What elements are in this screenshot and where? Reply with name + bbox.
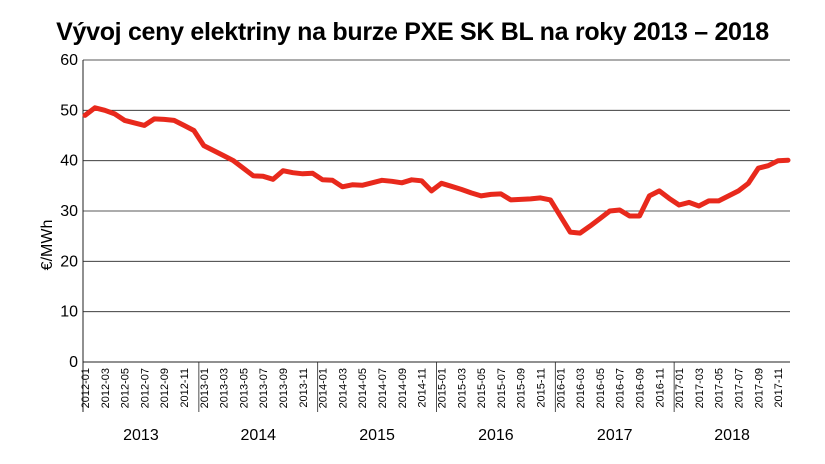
x-tick-label: 2013-05 (238, 368, 250, 408)
x-tick-label: 2015-11 (535, 368, 547, 408)
x-tick-label: 2017-09 (753, 368, 765, 408)
year-label: 2018 (714, 427, 750, 444)
x-tick-label: 2015-05 (476, 368, 488, 408)
x-tick-label: 2014-11 (417, 368, 429, 408)
y-tick-label: 40 (60, 153, 78, 170)
x-tick-label: 2017-07 (733, 368, 745, 408)
y-tick-label: 0 (69, 354, 78, 371)
x-tick-label: 2017-05 (714, 368, 726, 408)
y-axis-ticks: 0 10 20 30 40 50 60 (60, 52, 78, 371)
x-tick-label: 2013-07 (258, 368, 270, 408)
x-tick-label: 2012-09 (159, 368, 171, 408)
y-tick-label: 50 (60, 102, 78, 119)
x-tick-label: 2012-01 (80, 368, 92, 408)
x-tick-label: 2013-03 (219, 368, 231, 408)
x-tick-label: 2017-11 (773, 368, 785, 408)
x-tick-label: 2014-03 (337, 368, 349, 408)
x-tick-label: 2012-03 (100, 368, 112, 408)
x-tick-label: 2015-09 (516, 368, 528, 408)
series-layer (82, 105, 791, 236)
x-tick-label: 2016-09 (634, 368, 646, 408)
grid-lines (83, 59, 790, 363)
series-line (82, 105, 791, 236)
y-tick-label: 60 (60, 52, 78, 69)
x-tick-label: 2012-11 (179, 368, 191, 408)
x-tick-label: 2013-01 (199, 368, 211, 408)
x-tick-label: 2015-01 (436, 368, 448, 408)
x-tick-label: 2012-07 (139, 368, 151, 408)
x-tick-label: 2014-07 (377, 368, 389, 408)
year-label: 2015 (359, 427, 395, 444)
x-tick-label: 2014-09 (397, 368, 409, 408)
x-tick-label: 2013-09 (278, 368, 290, 408)
x-tick-label: 2015-03 (456, 368, 468, 408)
x-tick-label: 2017-01 (674, 368, 686, 408)
chart-title: Vývoj ceny elektriny na burze PXE SK BL … (56, 18, 769, 46)
x-tick-label: 2016-03 (575, 368, 587, 408)
y-tick-label: 20 (60, 253, 78, 270)
x-tick-label: 2013-11 (298, 368, 310, 408)
x-axis-ticks: 2012-01 2012-03 2012-05 2012-07 2012-09 2012-… (80, 368, 785, 408)
x-tick-label: 2014-01 (318, 368, 330, 408)
x-tick-label: 2012-05 (120, 368, 132, 408)
axes (82, 60, 790, 412)
x-tick-label: 2016-05 (595, 368, 607, 408)
y-tick-label: 10 (60, 304, 78, 321)
x-tick-label: 2016-07 (615, 368, 627, 408)
x-tick-label: 2016-11 (654, 368, 666, 408)
y-axis-label: €/MWh (39, 220, 56, 271)
year-label: 2016 (478, 427, 514, 444)
year-label: 2014 (240, 427, 276, 444)
x-tick-label: 2015-07 (496, 368, 508, 408)
year-group-labels: 2013 2014 2015 2016 2017 2018 (123, 362, 750, 444)
x-tick-label: 2014-05 (357, 368, 369, 408)
x-tick-label: 2016-01 (555, 368, 567, 408)
year-label: 2013 (123, 427, 159, 444)
year-label: 2017 (597, 427, 633, 444)
x-tick-label: 2017-03 (694, 368, 706, 408)
y-tick-label: 30 (60, 203, 78, 220)
